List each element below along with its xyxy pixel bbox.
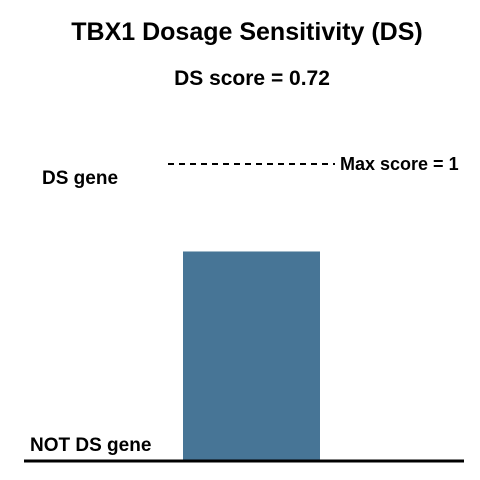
chart-subtitle: DS score = 0.72: [174, 67, 330, 90]
ds-score-bar: [183, 251, 320, 461]
not-ds-gene-label: NOT DS gene: [30, 435, 151, 456]
chart-title: TBX1 Dosage Sensitivity (DS): [71, 18, 422, 46]
ds-gene-label: DS gene: [42, 168, 118, 189]
max-score-label: Max score = 1: [340, 154, 459, 174]
